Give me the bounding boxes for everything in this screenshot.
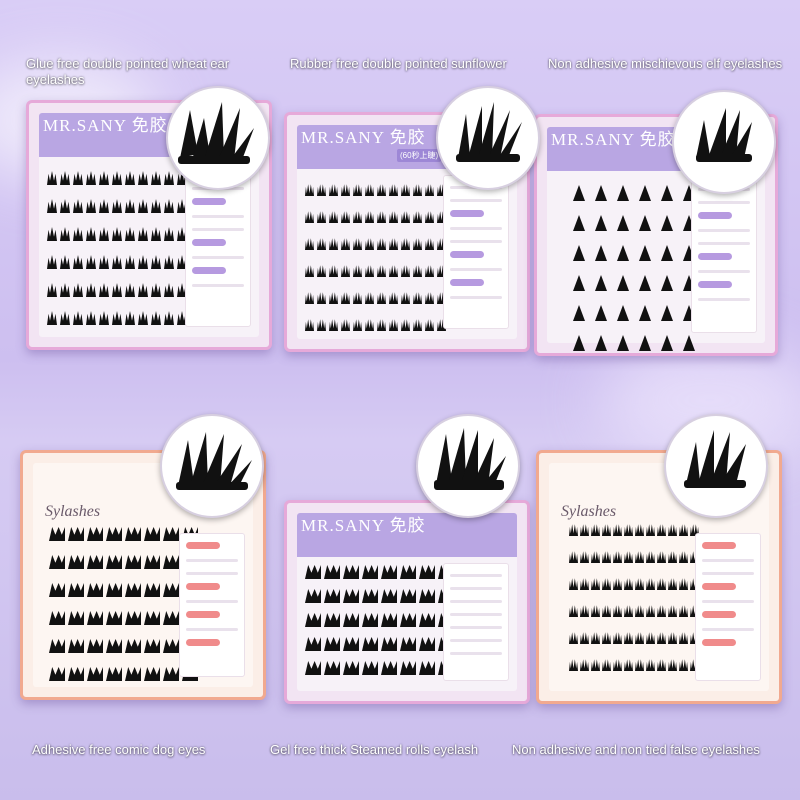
caption-sunflower: Rubber free double pointed sunflower <box>290 56 507 71</box>
caption-elf: Non adhesive mischievous elf eyelashes <box>548 56 783 71</box>
brand-label: MR.SANY 免胶 <box>551 130 676 149</box>
brand-label: MR.SANY 免胶 <box>43 116 168 135</box>
lash-box-non-tied: Sylashes <box>536 450 782 704</box>
lash-box-steamed-rolls: MR.SANY 免胶 <box>284 500 530 704</box>
lash-closeup-non-tied <box>664 414 768 518</box>
caption-wheat-ear: Glue free double pointed wheat ear eyela… <box>26 56 230 87</box>
instruction-panel <box>691 177 757 333</box>
instruction-panel <box>695 533 761 681</box>
instruction-panel <box>443 175 509 329</box>
lash-closeup-comic-dog <box>160 414 264 518</box>
instruction-panel <box>443 563 509 681</box>
lash-grid <box>569 523 699 685</box>
lash-closeup-elf <box>672 90 776 194</box>
script-logo: Sylashes <box>561 503 617 520</box>
caption-steamed-rolls: Gel free thick Steamed rolls eyelash <box>270 742 479 757</box>
lash-grid <box>49 527 198 695</box>
lash-grid <box>47 171 187 339</box>
caption-comic-dog: Adhesive free comic dog eyes <box>32 742 206 757</box>
brand-label: MR.SANY 免胶 <box>301 516 426 535</box>
brand-label: MR.SANY 免胶 <box>301 128 426 147</box>
lash-closeup-steamed-rolls <box>416 414 520 518</box>
lash-grid <box>573 185 695 365</box>
instruction-panel <box>179 533 245 677</box>
lash-grid <box>305 183 446 345</box>
lash-closeup-wheat-ear <box>166 86 270 190</box>
script-logo: Sylashes <box>45 503 101 520</box>
lash-closeup-sunflower <box>436 86 540 190</box>
tag-label: (60秒上睫) <box>397 149 442 162</box>
caption-non-tied: Non adhesive and non tied false eyelashe… <box>512 742 760 757</box>
